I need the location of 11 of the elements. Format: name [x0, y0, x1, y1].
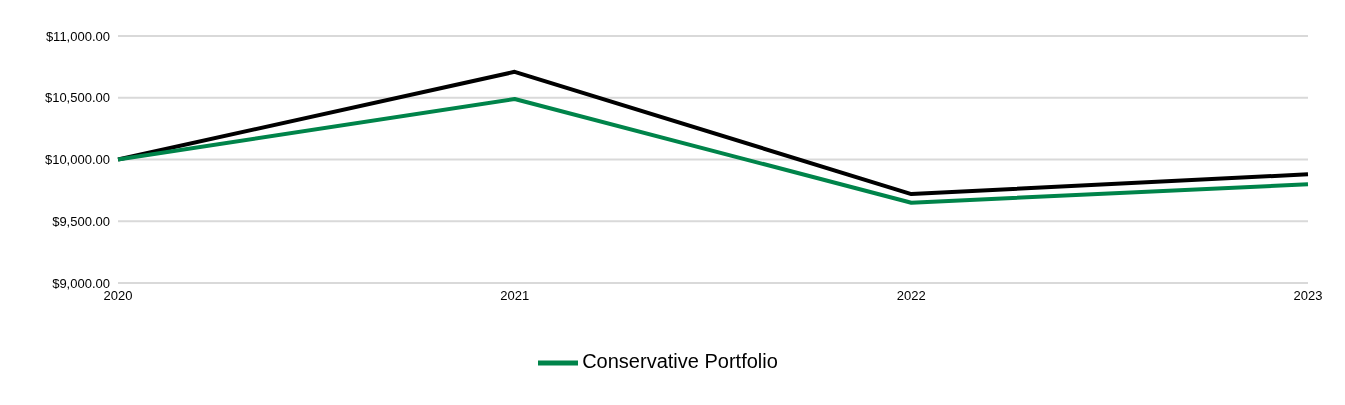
y-tick-label: $9,000.00: [52, 275, 110, 291]
x-tick-label: 2021: [500, 288, 530, 304]
y-tick-label: $9,500.00: [52, 213, 110, 229]
y-tick-label: $10,000.00: [44, 152, 110, 168]
x-tick-label: 2023: [1293, 288, 1323, 304]
y-tick-label: $10,500.00: [44, 90, 110, 106]
y-tick-label: $11,000.00: [45, 28, 110, 44]
x-tick-label: 2020: [103, 288, 133, 304]
line-series: [116, 96, 1310, 205]
x-tick-label: 2022: [896, 288, 926, 304]
legend-label: Conservative Portfolio: [582, 350, 778, 373]
